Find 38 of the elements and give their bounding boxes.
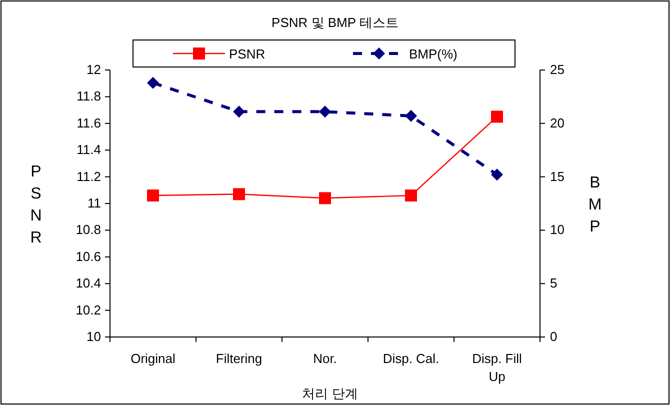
y-tick-label: 11.8: [76, 88, 101, 104]
y2-tick-label: 15: [550, 168, 564, 184]
point: [491, 110, 503, 123]
y-tick-label: 10: [86, 329, 101, 344]
point: [147, 189, 159, 202]
point: [319, 192, 331, 204]
chart-title: PSNR 및 BMP 테스트: [272, 15, 398, 30]
y2-tick-label: 25: [550, 62, 564, 77]
x-tick-label: Disp. Fill Up: [472, 351, 522, 384]
point: [405, 189, 417, 202]
y-axis-title: PSNR: [30, 164, 42, 246]
x-tick-label: Filtering: [216, 351, 262, 366]
point: [491, 168, 503, 181]
x-axis-title: 처리 단계: [302, 386, 358, 401]
y-tick-label: 10.6: [76, 248, 101, 264]
y-tick-label: 11.6: [76, 115, 101, 130]
y2-tick-label: 5: [550, 276, 558, 291]
y-tick-label: 11.4: [76, 142, 101, 158]
y-tick-label: 10.4: [76, 276, 101, 291]
y-tick-label: 11.2: [76, 168, 101, 184]
y2-tick-label: 0: [550, 329, 558, 344]
legend-label: PSNR: [229, 46, 266, 62]
point: [319, 106, 331, 118]
y-tick-label: 10.2: [76, 302, 101, 318]
y-tick-label: 11: [88, 196, 101, 210]
legend-label: BMP(%): [409, 46, 458, 62]
y2-tick-label: 20: [550, 115, 564, 130]
y2-tick-label: 10: [550, 222, 564, 238]
x-tick-label: Nor.: [313, 351, 337, 366]
y-tick-label: 10.8: [76, 222, 101, 238]
point: [405, 110, 417, 122]
point: [233, 188, 245, 200]
point: [147, 76, 159, 89]
point: [233, 106, 245, 118]
x-tick-label: Disp. Cal.: [382, 351, 440, 366]
x-tick-label: Original: [130, 351, 176, 366]
y2-axis-title: BMP: [588, 174, 602, 236]
y-tick-label: 12: [86, 62, 101, 77]
